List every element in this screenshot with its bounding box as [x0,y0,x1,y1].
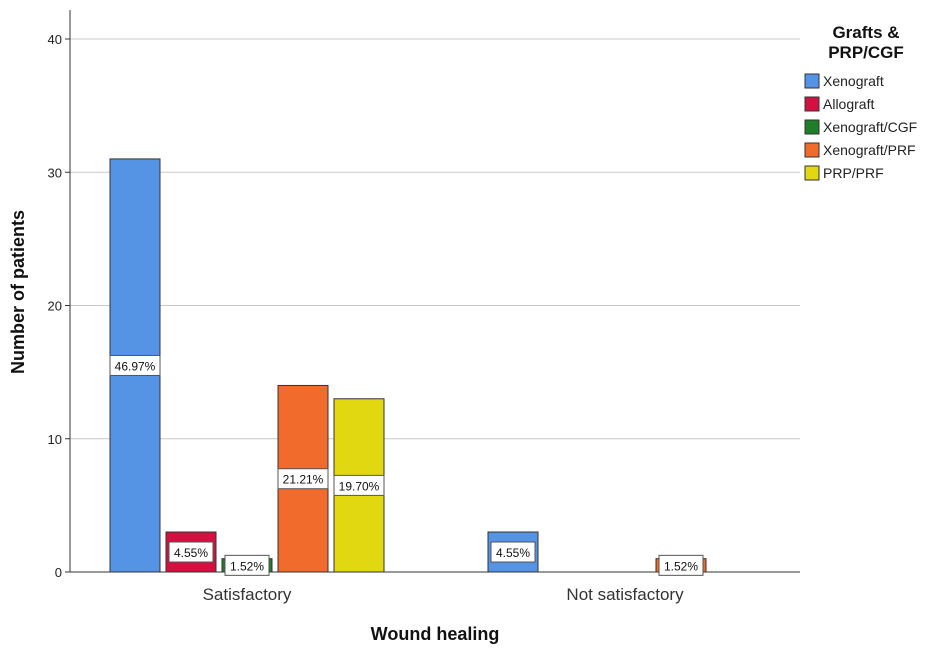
legend-swatch [804,142,820,158]
y-tick-label: 20 [48,299,62,314]
data-label-box [277,468,329,490]
data-label: 19.70% [339,479,380,493]
legend-label: Xenograft/CGF [823,119,917,135]
legend-label: PRP/PRF [823,165,884,181]
x-axis-title: Wound healing [371,624,500,644]
bars [109,158,707,573]
legend-item: Xenograft/CGF [804,119,917,135]
y-axis-title: Number of patients [8,210,28,374]
x-tick-label: Satisfactory [203,585,292,604]
data-label: 21.21% [283,473,324,487]
data-label-box [168,541,214,563]
x-tick-labels: Satisfactory Not satisfactory [203,585,684,604]
legend-items: Xenograft Allograft Xenograft/CGF Xenograft… [804,73,917,181]
data-labels: 46.97% 4.55% 1.52% 21.21% 19.70% 4.55% 1.52% [109,354,704,576]
legend-label: Xenograft [823,73,884,89]
y-tick-label: 0 [55,565,62,580]
legend-label: Xenograft/PRF [823,142,916,158]
data-label-box [490,541,536,563]
legend-item: Xenograft/PRF [804,142,916,158]
y-tick-label: 30 [48,165,62,180]
legend-item: Allograft [804,96,874,112]
legend-swatch [804,96,820,112]
legend-title-line-2: PRP/CGF [828,43,904,62]
data-label: 1.52% [230,559,264,573]
legend-item: PRP/PRF [804,165,884,181]
x-tick-label: Not satisfactory [566,585,684,604]
data-label-box [658,554,704,576]
data-label: 1.52% [664,559,698,573]
legend-swatch [804,73,820,89]
legend-swatch [804,165,820,181]
legend-swatch [804,119,820,135]
data-label: 4.55% [174,546,208,560]
legend-item: Xenograft [804,73,884,89]
axes [69,10,800,573]
legend-title-line-1: Grafts & [832,23,899,42]
data-label-box [109,354,161,376]
legend: Grafts & PRP/CGF XenograftAllograftXenog… [804,23,917,181]
legend-label: Allograft [823,96,874,112]
data-label: 46.97% [115,359,156,373]
data-label-box [333,474,385,496]
data-label-box [224,554,270,576]
y-tick-label: 10 [48,432,62,447]
y-tick-labels: 0 10 20 30 40 [48,32,70,580]
data-label: 4.55% [496,546,530,560]
y-tick-label: 40 [48,32,62,47]
gridlines [70,38,800,440]
